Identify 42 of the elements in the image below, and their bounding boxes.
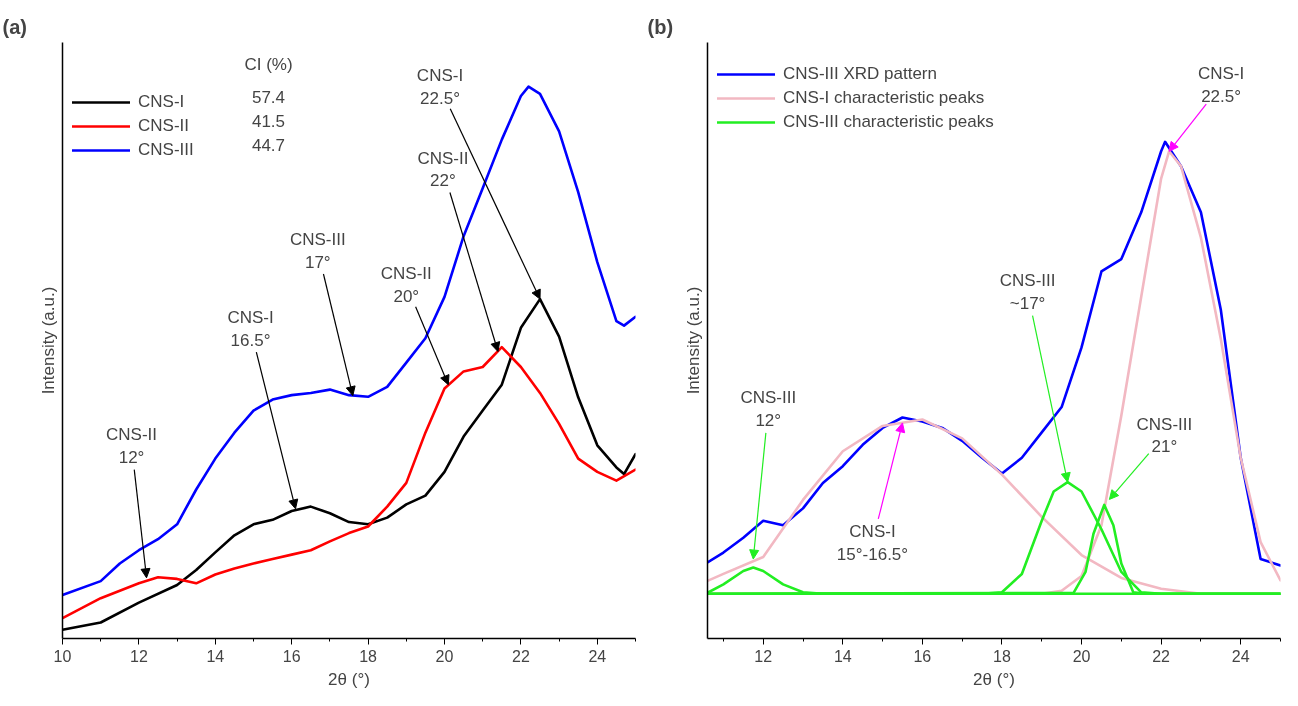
y-axis-title: Intensity (a.u.) (38, 286, 58, 395)
legend-label: CNS-III characteristic peaks (783, 111, 994, 133)
annotation: CNS-I 15°-16.5° (836, 522, 909, 564)
annotation: CNS-II 20° (380, 263, 432, 306)
x-tick-label: 20 (435, 647, 454, 665)
x-tick-label: 14 (833, 647, 852, 665)
x-tick-label: 12 (754, 647, 773, 665)
annotation: CNS-III 21° (1136, 414, 1193, 457)
x-tick-label: 18 (359, 647, 378, 665)
x-tick-label: 16 (913, 647, 932, 665)
annotation: CNS-III 12° (740, 388, 797, 430)
legend-label: CNS-III XRD pattern (783, 63, 937, 85)
annotation: CNS-II 12° (106, 424, 158, 467)
annotation: CNS-III 17° (289, 229, 346, 272)
legend-title: CI (%) (244, 55, 293, 74)
x-tick-label: 24 (588, 647, 607, 665)
annotation: 41.5 (251, 111, 286, 131)
x-axis-title: 2θ (°) (328, 669, 370, 689)
x-tick-label: 16 (282, 647, 301, 665)
annotation: CNS-I 22.5° (1197, 64, 1245, 107)
chart-title: (b) (647, 15, 674, 38)
legend-label: CNS-I (138, 91, 185, 113)
x-tick-label: 20 (1072, 647, 1091, 665)
x-tick-label: 22 (1152, 647, 1171, 665)
x-tick-label: 14 (206, 647, 225, 665)
legend-label: CNS-II (138, 115, 189, 137)
legend-label: CNS-I characteristic peaks (783, 87, 985, 109)
x-tick-label: 22 (512, 647, 530, 665)
annotation: 57.4 (251, 87, 286, 107)
x-tick-label: 18 (993, 647, 1011, 665)
annotation: 44.7 (251, 135, 286, 155)
x-tick-label: 12 (130, 647, 148, 665)
annotation: CNS-II 22° (417, 148, 469, 191)
x-axis-title: 2θ (°) (973, 669, 1015, 689)
chart-title: (a) (2, 15, 27, 38)
x-tick-label: 24 (1231, 647, 1250, 665)
legend-label: CNS-III (138, 139, 194, 161)
y-axis-title: Intensity (a.u.) (683, 286, 703, 395)
annotation: CNS-III ~17° (999, 271, 1056, 313)
annotation: CNS-I 16.5° (227, 307, 274, 350)
x-tick-label: 10 (53, 647, 72, 665)
annotation: CNS-I 22.5° (416, 66, 464, 109)
